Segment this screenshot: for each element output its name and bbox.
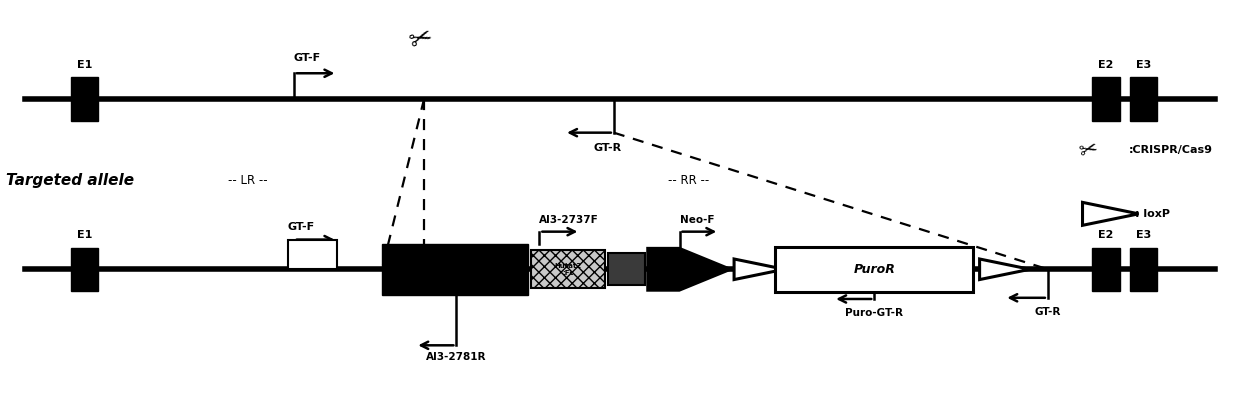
- Polygon shape: [734, 259, 785, 280]
- Polygon shape: [980, 259, 1030, 280]
- Text: GT-R: GT-R: [1034, 307, 1061, 316]
- Bar: [1092, 248, 1120, 291]
- Text: -- LR --: -- LR --: [228, 174, 268, 187]
- Text: AI3-2781R: AI3-2781R: [427, 352, 486, 362]
- Bar: [1130, 248, 1157, 291]
- Bar: [382, 244, 528, 295]
- Polygon shape: [1083, 202, 1138, 225]
- Text: E1: E1: [77, 60, 92, 70]
- Text: E1: E1: [77, 230, 92, 240]
- Bar: [71, 77, 98, 121]
- Text: Targeted allele: Targeted allele: [6, 173, 134, 188]
- Text: E2: E2: [1099, 230, 1114, 240]
- Text: ✂: ✂: [405, 23, 438, 57]
- Bar: [775, 246, 973, 292]
- Bar: [1130, 77, 1157, 121]
- Bar: [531, 250, 605, 288]
- Text: GT-R: GT-R: [594, 143, 621, 152]
- Text: E3: E3: [1136, 230, 1151, 240]
- Text: -- RR --: -- RR --: [667, 174, 709, 187]
- Text: GT-F: GT-F: [294, 53, 321, 63]
- Text: E2: E2: [1099, 60, 1114, 70]
- Text: AI3-2737F: AI3-2737F: [539, 215, 599, 225]
- Bar: [1092, 77, 1120, 121]
- Bar: [608, 253, 645, 285]
- Text: PuroR: PuroR: [853, 263, 895, 276]
- Text: : loxP: : loxP: [1135, 209, 1169, 219]
- Text: Hutat2
:Fc: Hutat2 :Fc: [554, 263, 582, 276]
- Bar: [288, 240, 337, 269]
- Text: :CRISPR/Cas9: :CRISPR/Cas9: [1128, 145, 1213, 156]
- Text: E3: E3: [1136, 60, 1151, 70]
- Text: ✂: ✂: [1078, 139, 1100, 162]
- Text: Neo-F: Neo-F: [680, 215, 714, 225]
- Text: GT-F: GT-F: [288, 223, 315, 232]
- Text: Puro-GT-R: Puro-GT-R: [846, 308, 903, 318]
- Polygon shape: [647, 248, 732, 291]
- Bar: [71, 248, 98, 291]
